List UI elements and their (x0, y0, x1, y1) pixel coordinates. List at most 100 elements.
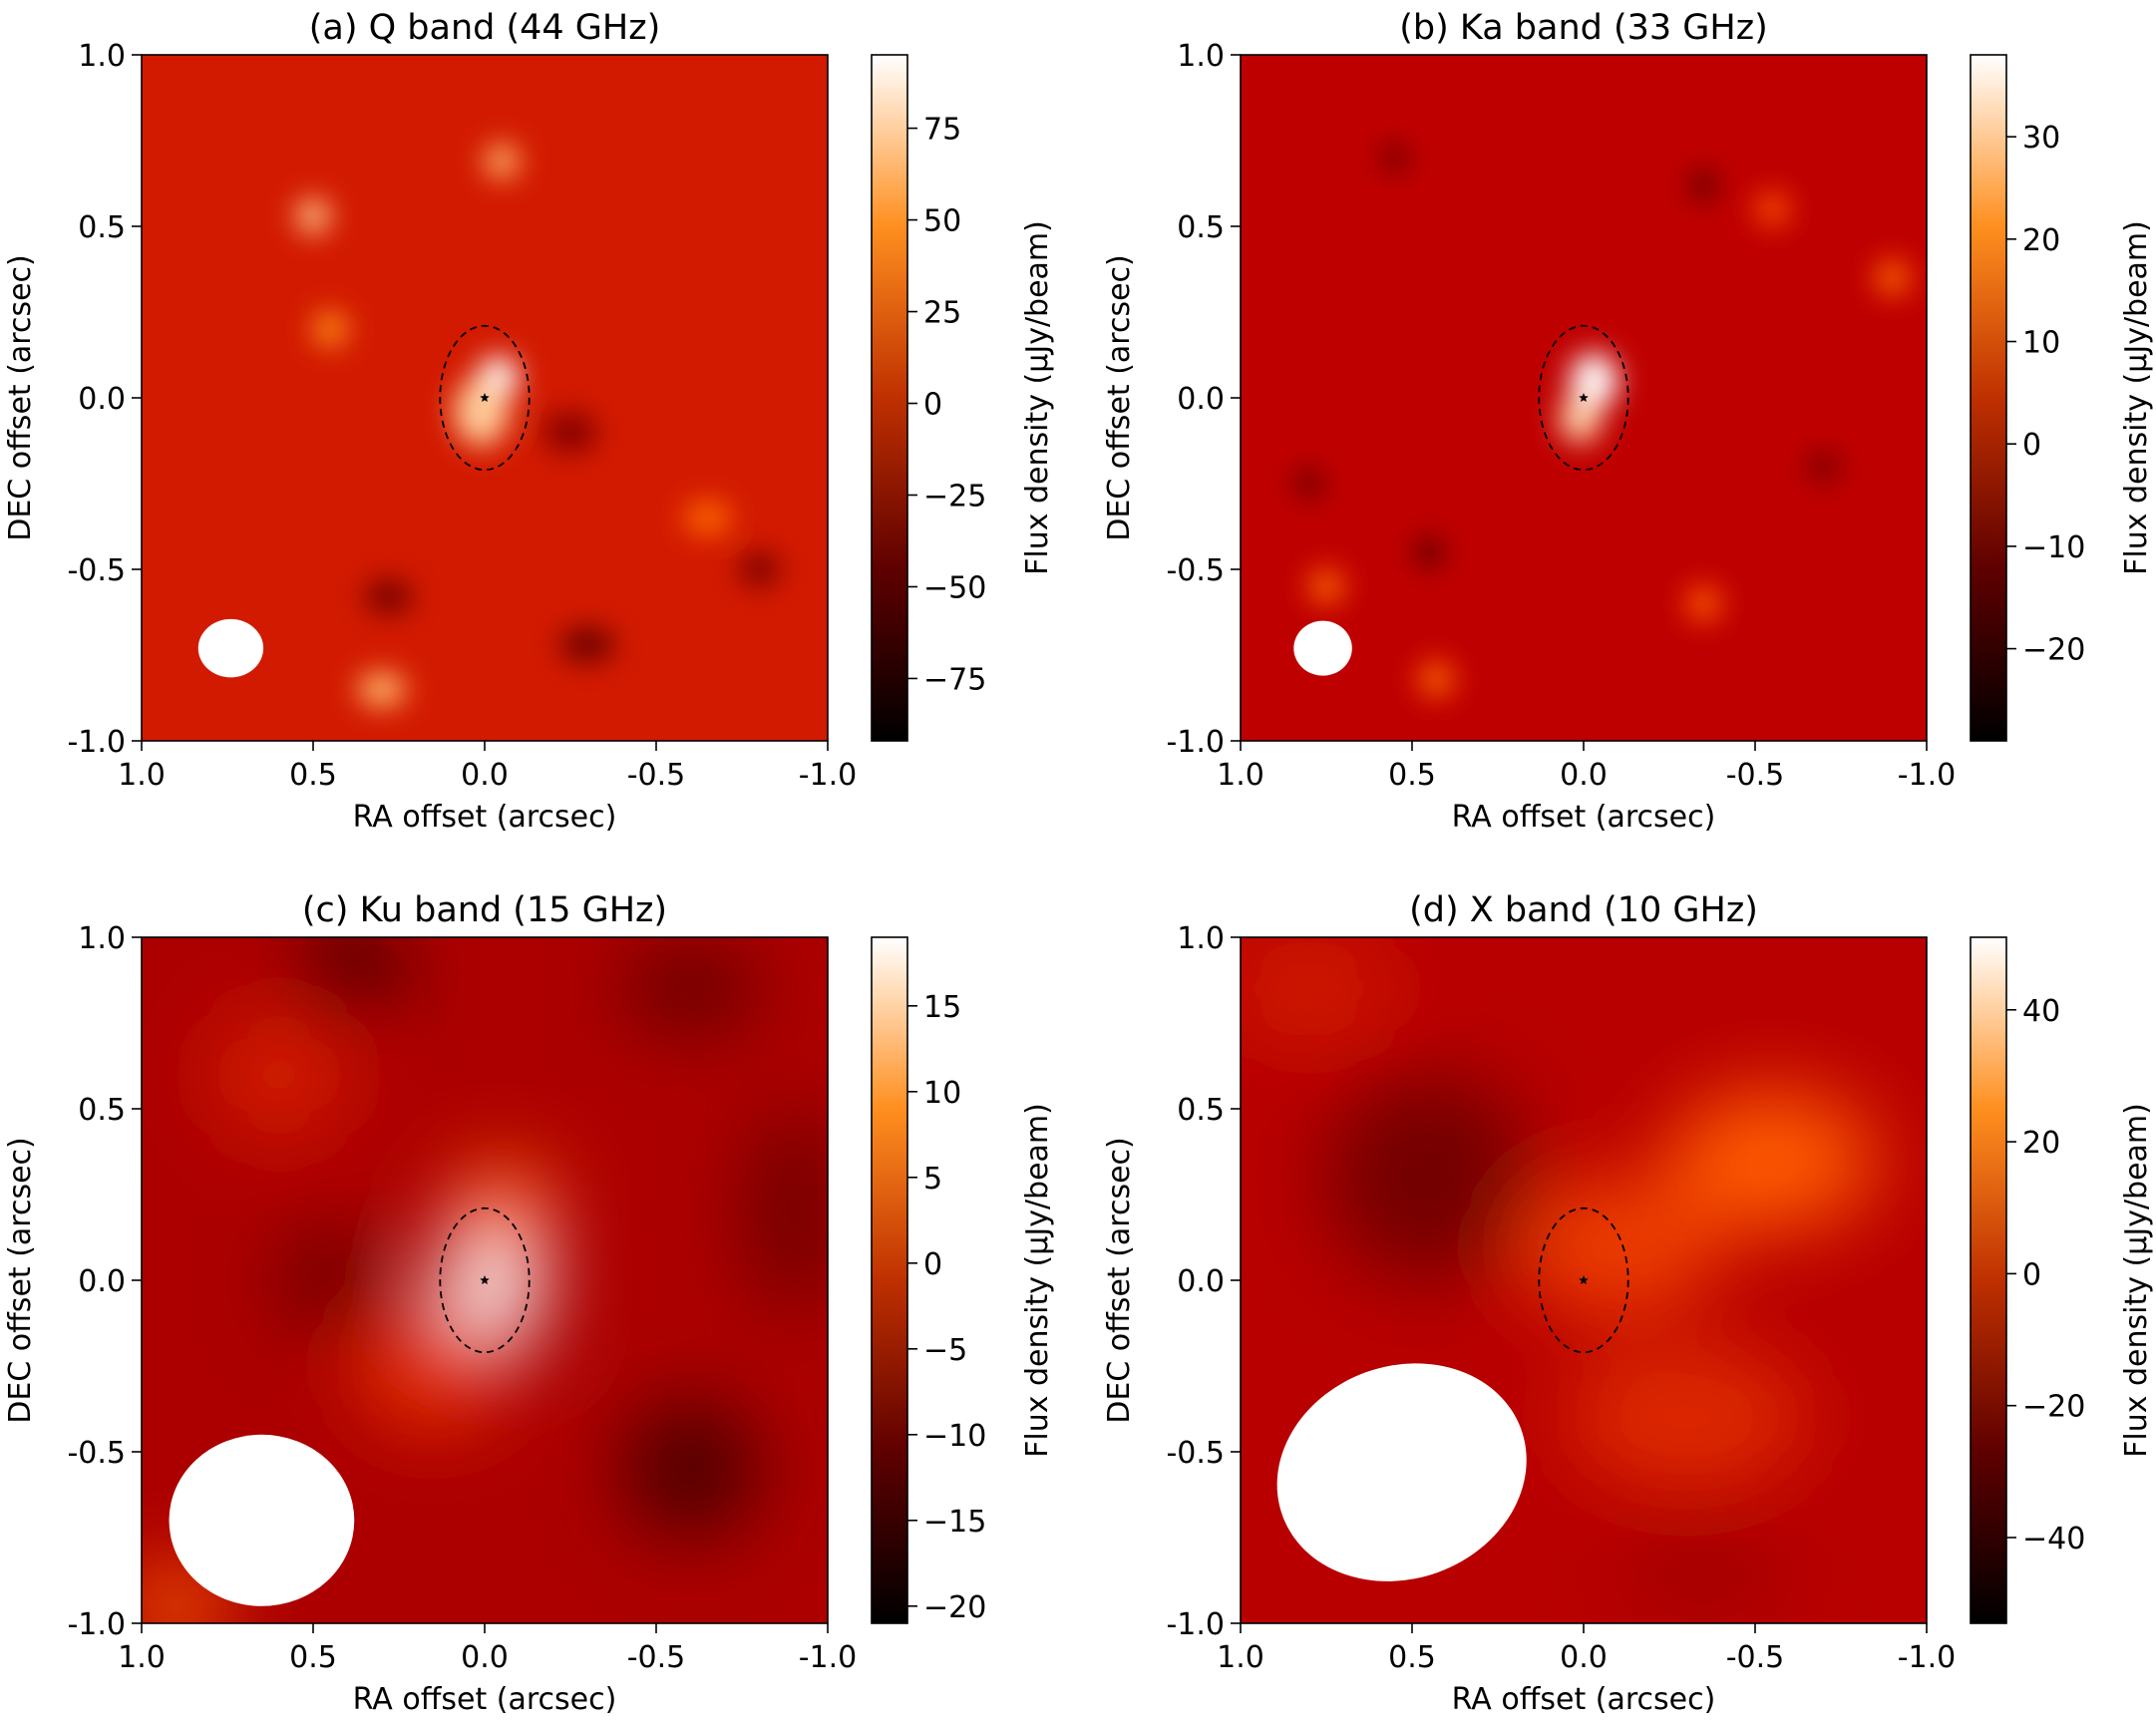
panel-title: (d) X band (10 GHz) (1409, 890, 1758, 930)
emission-blob (683, 501, 732, 535)
x-tick-label: 1.0 (1217, 1640, 1264, 1675)
x-axis-label: RA offset (arcsec) (353, 1682, 617, 1717)
y-tick-label: 1.0 (1177, 39, 1225, 74)
emission-blob (1617, 1531, 1790, 1613)
panel-title: (b) Ka band (33 GHz) (1399, 8, 1768, 48)
colorbar-frame (871, 936, 908, 1624)
y-tick-label: 1.0 (78, 921, 126, 956)
source-star-marker (1579, 393, 1589, 403)
emission-blob (1241, 937, 1395, 1041)
emission-blob (1755, 191, 1790, 226)
emission-blob (364, 579, 413, 614)
x-tick-label: 0.5 (1388, 1640, 1436, 1675)
x-axis-label: RA offset (arcsec) (1452, 1682, 1716, 1717)
y-tick-label: -1.0 (1166, 1607, 1225, 1642)
colorbar-tick-label: 25 (923, 296, 961, 331)
x-tick-label: -0.5 (1726, 758, 1785, 793)
beam-ellipse (1293, 620, 1352, 676)
colorbar-label: Flux density (μJy/beam) (2119, 220, 2154, 575)
emission-blob (357, 1304, 510, 1428)
x-axis-label: RA offset (arcsec) (1452, 800, 1716, 835)
x-axis-label: RA offset (arcsec) (353, 800, 617, 835)
x-tick-label: 0.5 (1388, 758, 1436, 793)
y-tick-label: -0.5 (1166, 553, 1225, 588)
x-tick-label: 0.0 (461, 1640, 509, 1675)
colorbar-tick-label: 20 (2022, 223, 2060, 258)
colorbar-tick-label: 30 (2022, 121, 2060, 156)
emission-blob (1326, 1074, 1533, 1281)
x-tick-label: -0.5 (627, 758, 686, 793)
y-tick-label: 0.5 (78, 210, 126, 245)
x-tick-label: 0.5 (289, 758, 337, 793)
colorbar (1971, 55, 2006, 741)
beam-ellipse (1276, 1363, 1527, 1581)
emission-blob (295, 937, 399, 1006)
panel-1: 1.0 0.5 0.0 -0.5 -1.0 -1.0 -0.5 0.0 0.5 1.0 (a) Q … (3, 8, 1055, 835)
x-tick-label: -1.0 (799, 758, 858, 793)
colorbar-frame (871, 54, 908, 742)
x-tick-label: 0.0 (461, 758, 509, 793)
emission-blob (621, 1400, 760, 1538)
emission-blob (357, 672, 406, 707)
emission-blob (313, 312, 348, 347)
panel-title: (a) Q band (44 GHz) (309, 8, 661, 48)
colorbar-tick-label: −10 (923, 1419, 986, 1454)
source-star-marker (480, 393, 490, 403)
emission-blob (742, 1109, 828, 1315)
source-star-marker (1579, 1275, 1589, 1285)
y-tick-label: 1.0 (78, 39, 126, 74)
colorbar-frame (1970, 54, 2007, 742)
y-axis-label: DEC offset (arcsec) (3, 254, 38, 541)
colorbar-tick-label: −15 (923, 1505, 986, 1540)
colorbar-tick-label: 0 (923, 388, 942, 423)
panel-3: 1.0 0.5 0.0 -0.5 -1.0 -1.0 -0.5 0.0 0.5 1.0 (c) Ku… (3, 890, 1055, 1717)
emission-blob (278, 1228, 382, 1332)
y-tick-label: 0.0 (1177, 382, 1225, 417)
y-tick-label: -1.0 (1166, 725, 1225, 760)
x-tick-label: -1.0 (1898, 758, 1957, 793)
colorbar-label: Flux density (μJy/beam) (1020, 220, 1055, 575)
emission-blob (1686, 586, 1721, 621)
beam-ellipse (169, 1434, 355, 1606)
beam-ellipse (197, 618, 264, 678)
emission-blob (1418, 661, 1454, 697)
colorbar-tick-label: −5 (923, 1333, 967, 1368)
emission-blob (209, 1005, 348, 1144)
emission-blob (1875, 260, 1910, 295)
y-tick-label: -1.0 (67, 1607, 126, 1642)
colorbar-tick-label: 0 (2022, 428, 2041, 463)
y-tick-label: 0.0 (1177, 1264, 1225, 1299)
y-axis-label: DEC offset (arcsec) (1102, 254, 1137, 541)
emission-blob (1559, 394, 1602, 443)
colorbar-tick-label: 75 (923, 113, 961, 148)
source-ellipse (1538, 1207, 1629, 1354)
x-tick-label: 0.5 (289, 1640, 337, 1675)
emission-blob (1415, 538, 1443, 566)
colorbar-tick-label: −25 (923, 479, 986, 514)
y-tick-label: -0.5 (1166, 1436, 1225, 1471)
emission-blob (1515, 1177, 1721, 1315)
x-tick-label: -0.5 (627, 1640, 686, 1675)
emission-blob (542, 411, 598, 454)
colorbar-tick-label: 40 (2022, 994, 2060, 1029)
colorbar-tick-label: −20 (923, 1590, 986, 1625)
colorbar-tick-label: 0 (2022, 1257, 2041, 1292)
panel-title: (c) Ku band (15 GHz) (302, 890, 667, 930)
emission-blob (450, 1164, 553, 1246)
x-tick-label: 1.0 (118, 1640, 166, 1675)
x-tick-label: 0.0 (1560, 1640, 1608, 1675)
emission-blob (621, 947, 760, 1030)
colorbar-label: Flux density (μJy/beam) (1020, 1103, 1055, 1458)
panel-4: 1.0 0.5 0.0 -0.5 -1.0 -1.0 -0.5 0.0 0.5 1.0 (d) X … (1102, 890, 2154, 1717)
colorbar-tick-label: −40 (2022, 1522, 2085, 1556)
x-tick-label: 0.0 (1560, 758, 1608, 793)
colorbar-tick-label: 50 (923, 204, 961, 239)
colorbar-tick-label: 5 (923, 1162, 942, 1197)
source-ellipse (439, 1207, 531, 1354)
emission-blob (1806, 453, 1842, 481)
emission-blob (1566, 1348, 1807, 1487)
x-tick-label: -0.5 (1726, 1640, 1785, 1675)
colorbar (1971, 937, 2006, 1623)
emission-blob (454, 377, 510, 447)
emission-blob (1381, 144, 1409, 172)
